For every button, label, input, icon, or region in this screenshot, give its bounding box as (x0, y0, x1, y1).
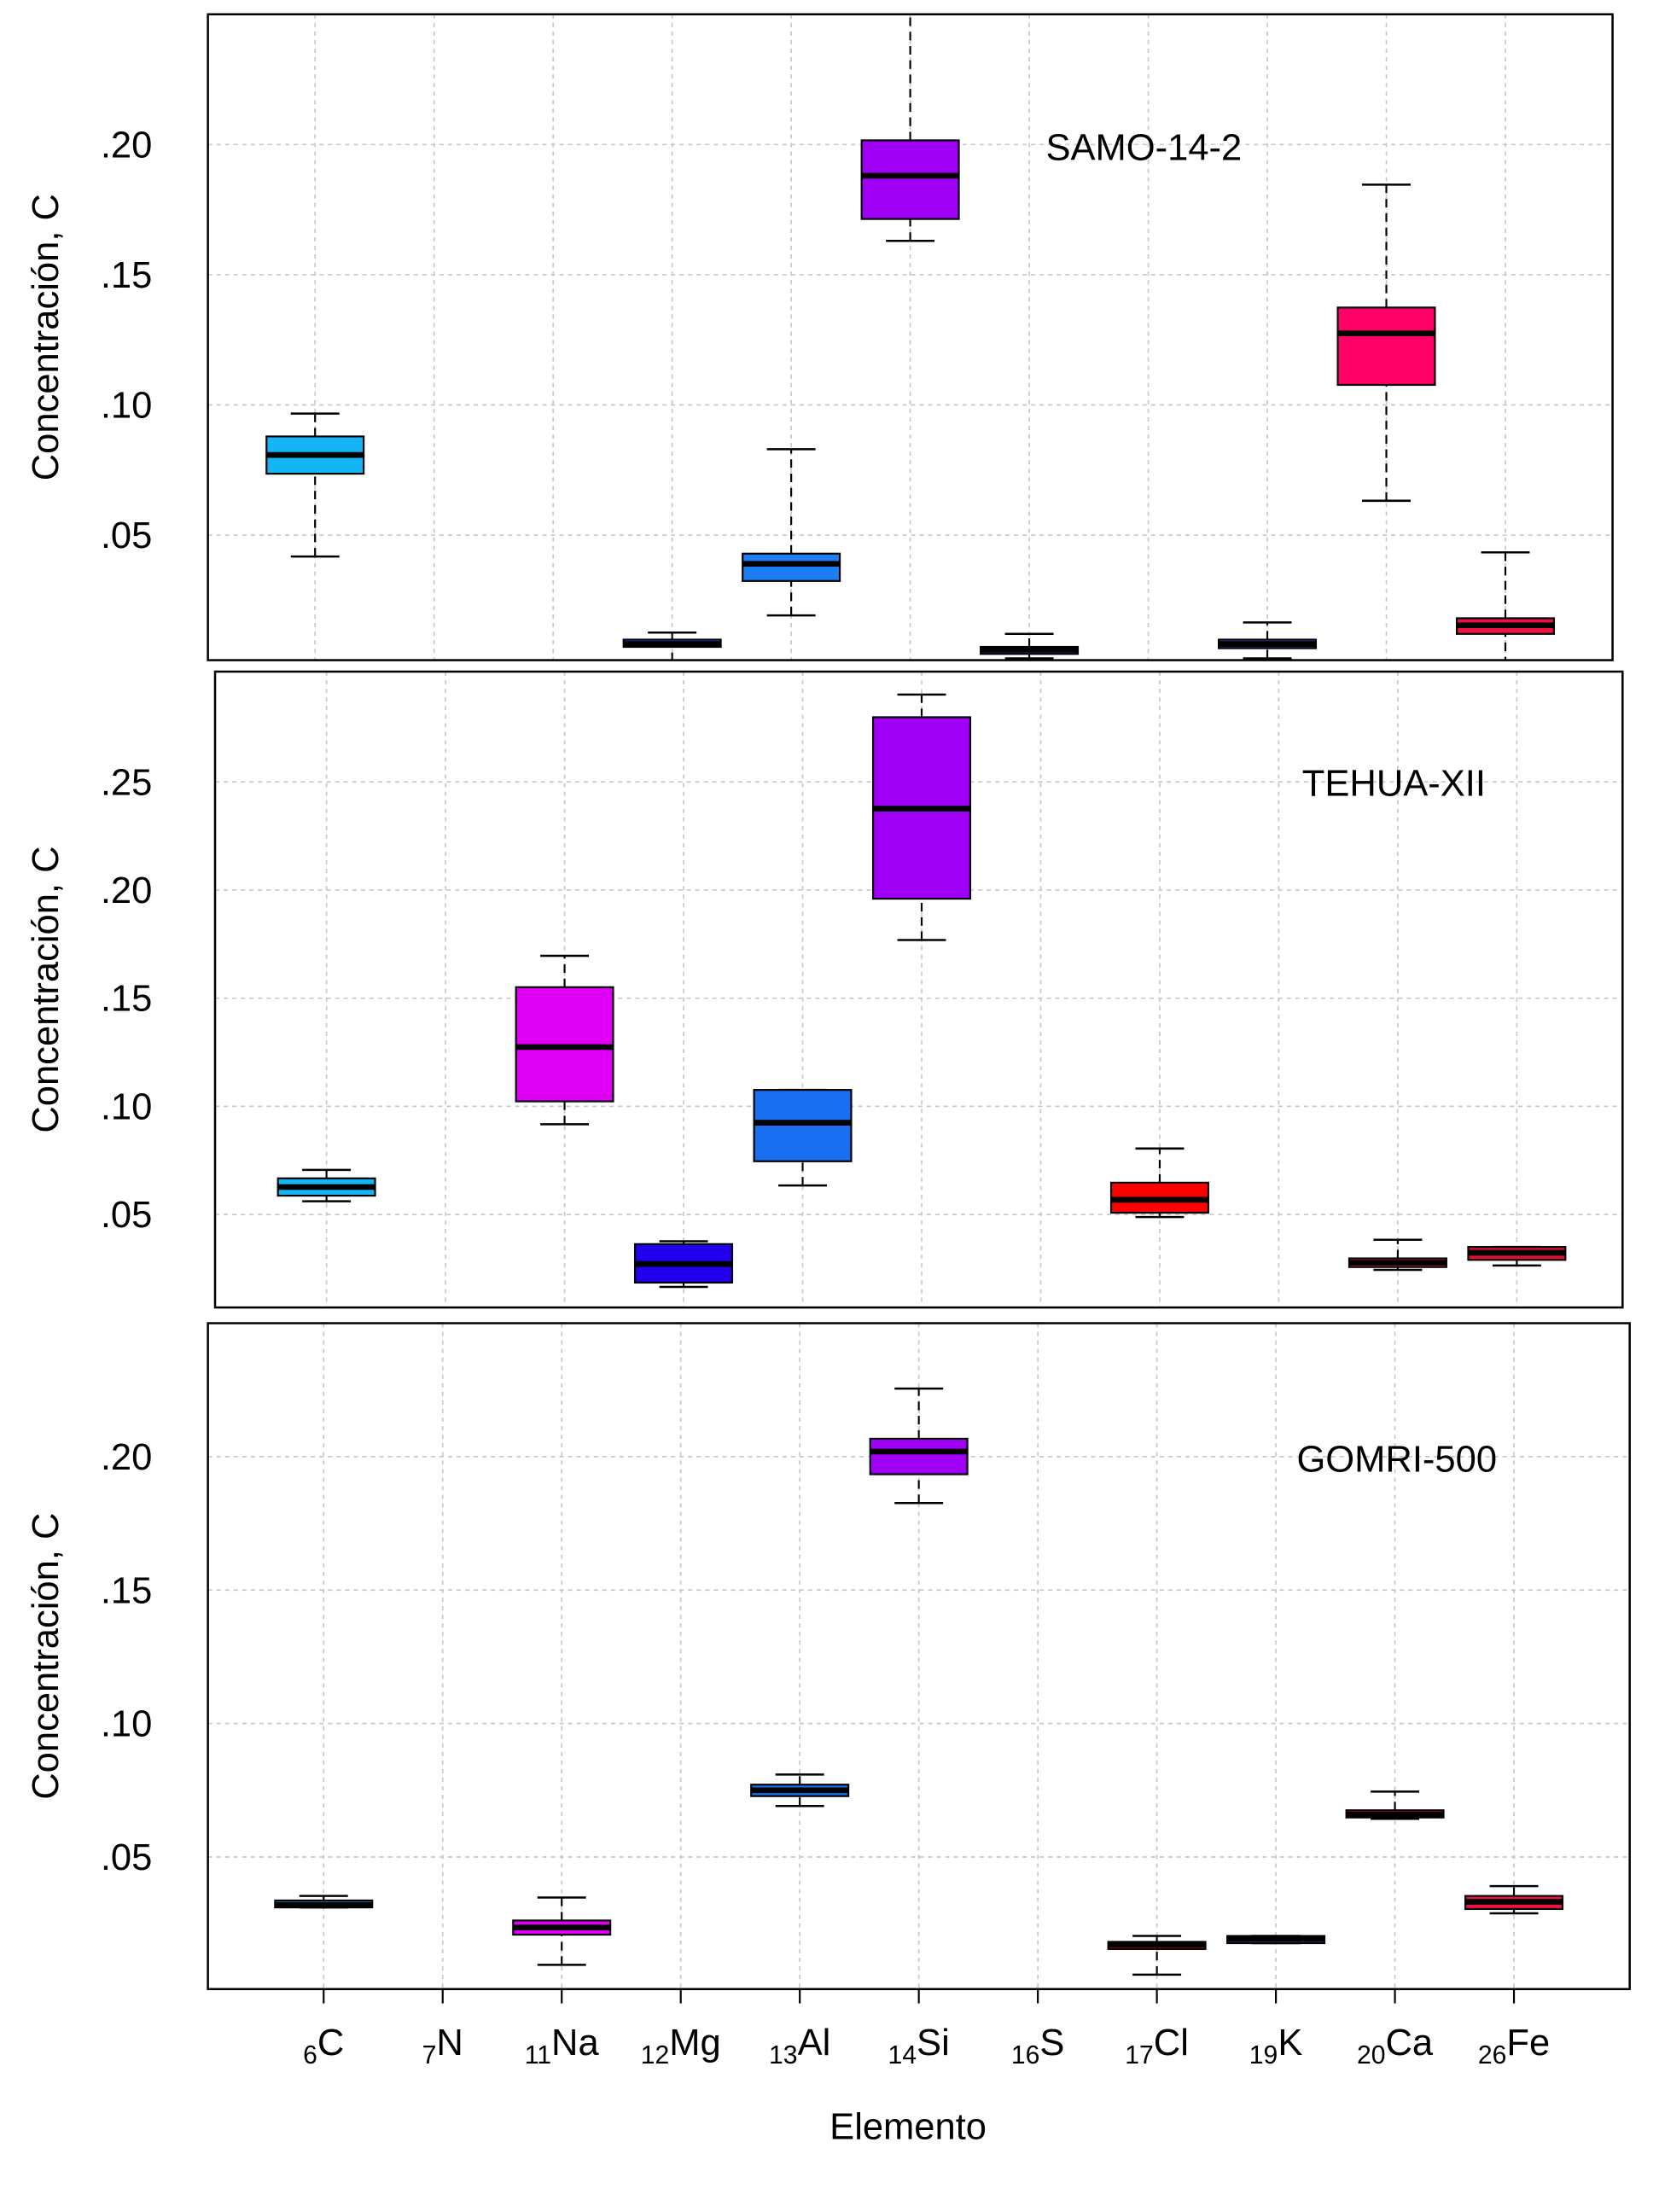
y-tick-label: .15 (101, 255, 152, 296)
x-tick-label: 12Mg (641, 2023, 721, 2069)
x-tick-label: 7N (422, 2023, 463, 2069)
element-symbol: C (317, 2023, 344, 2064)
plot-area (207, 14, 1613, 661)
panel: .05 .10 .15 .20 SAMO-14-2 Concentración, C (26, 13, 1614, 661)
panel-title: TEHUA-XII (1302, 764, 1486, 805)
x-tick-label: 13Al (769, 2023, 830, 2069)
atomic-number: 16 (1011, 2041, 1040, 2069)
panel: .05 .10 .15 .20 .25 TEHUA-XII Concentración, C (26, 670, 1624, 1309)
panel-frame (213, 670, 1624, 1309)
y-axis-label: Concentración, C (26, 1513, 67, 1800)
atomic-number: 13 (769, 2041, 798, 2069)
box (1336, 306, 1436, 387)
x-tick-label: 11Na (525, 2023, 600, 2069)
element-symbol: S (1039, 2023, 1064, 2064)
y-axis-label: Concentración, C (26, 194, 67, 480)
element-symbol: K (1278, 2023, 1302, 2064)
x-tick-label: 20Ca (1357, 2023, 1434, 2069)
y-tick-label: .10 (101, 386, 152, 427)
y-tick-label: .10 (101, 1704, 152, 1745)
element-symbol: Si (917, 2023, 950, 2064)
y-tick-label: .25 (101, 762, 152, 803)
x-tick-label: 16S (1011, 2023, 1065, 2069)
y-tick-label: .05 (101, 515, 152, 556)
element-symbol: Al (798, 2023, 831, 2064)
box (742, 552, 841, 582)
y-axis-label: Concentración, C (26, 846, 67, 1132)
atomic-number: 26 (1478, 2041, 1507, 2069)
y-tick-label: .10 (101, 1086, 152, 1127)
y-tick-label: .05 (101, 1837, 152, 1878)
plot-area (215, 671, 1623, 1308)
panel: .05 .10 .15 .20 GOMRI-500 Concentración, C 6C 7… (26, 1322, 1631, 2148)
atomic-number: 12 (641, 2041, 670, 2069)
y-tick-label: .15 (101, 1570, 152, 1611)
atomic-number: 20 (1357, 2041, 1386, 2069)
panel-title: SAMO-14-2 (1046, 128, 1243, 169)
x-tick-label: 6C (303, 2023, 344, 2069)
x-tick-label: 19K (1249, 2023, 1303, 2069)
atomic-number: 6 (303, 2041, 317, 2069)
x-axis-label: Elemento (830, 2107, 987, 2148)
x-tick-label: 17Cl (1125, 2023, 1189, 2069)
atomic-number: 14 (888, 2041, 917, 2069)
element-symbol: Na (551, 2023, 599, 2064)
plot-area (207, 1323, 1630, 1989)
element-symbol: Cl (1154, 2023, 1189, 2064)
box (869, 1437, 969, 1476)
element-symbol: Ca (1386, 2023, 1434, 2064)
y-tick-label: .05 (101, 1195, 152, 1236)
x-tick-label: 14Si (888, 2023, 950, 2069)
atomic-number: 19 (1249, 2041, 1278, 2069)
y-tick-label: .20 (101, 870, 152, 911)
x-tick-label: 26Fe (1478, 2023, 1550, 2069)
panel-title: GOMRI-500 (1296, 1440, 1497, 1481)
y-tick-label: .15 (101, 979, 152, 1020)
atomic-number: 17 (1125, 2041, 1154, 2069)
element-symbol: Mg (669, 2023, 720, 2064)
element-symbol: Fe (1506, 2023, 1550, 2064)
y-tick-label: .20 (101, 1437, 152, 1478)
atomic-number: 11 (525, 2041, 551, 2069)
box (860, 139, 960, 220)
element-symbol: N (436, 2023, 463, 2064)
panel-frame (207, 13, 1614, 661)
y-tick-label: .20 (101, 125, 152, 166)
atomic-number: 7 (422, 2041, 437, 2069)
